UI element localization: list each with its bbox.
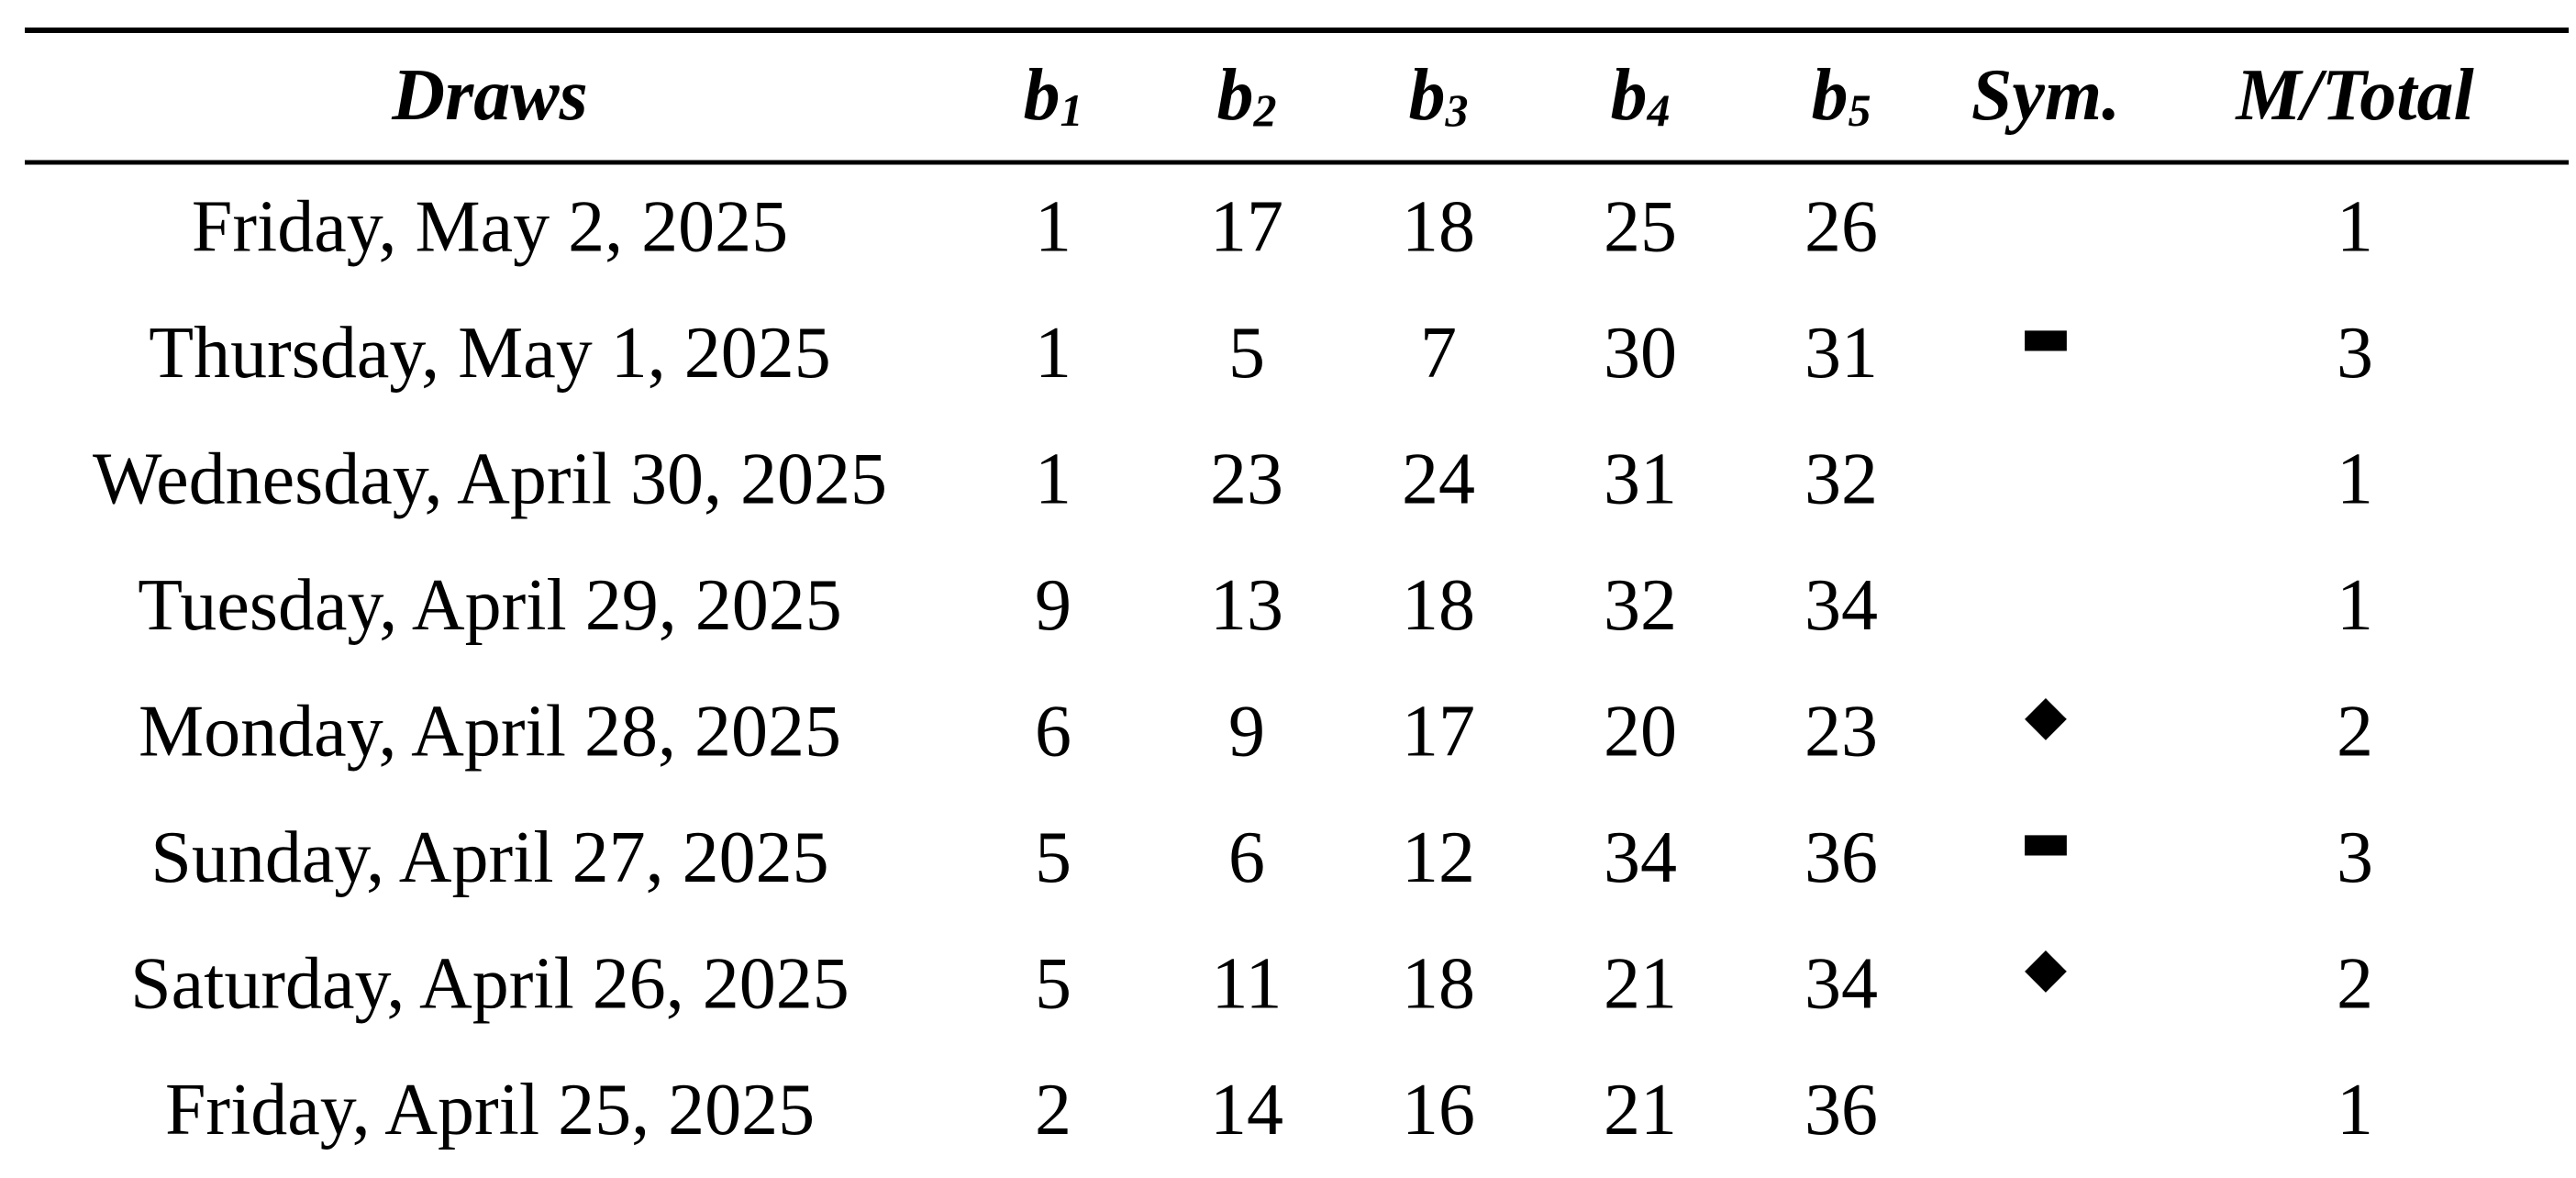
header-text: M/Total — [2234, 55, 2474, 136]
cell: 24 — [1402, 439, 1475, 519]
cell: 31 — [1804, 313, 1878, 394]
cell: 12 — [1402, 817, 1475, 898]
header-subscript: 4 — [1647, 84, 1671, 136]
cell: 36 — [1804, 817, 1878, 898]
header-subscript: 2 — [1253, 84, 1277, 136]
cell: 23 — [1210, 439, 1283, 519]
header-cell: M/Total — [2234, 55, 2474, 136]
cell: 30 — [1604, 313, 1677, 394]
symbol: ◆ — [2025, 683, 2067, 748]
header-text: Sym. — [1971, 55, 2120, 136]
symbol: ▬ — [2020, 809, 2072, 873]
cell: 26 — [1804, 186, 1878, 267]
cell: 2 — [1035, 1070, 1071, 1150]
cell: 36 — [1804, 1070, 1878, 1150]
cell: 13 — [1210, 565, 1283, 646]
cell: 23 — [1804, 691, 1878, 772]
draw-date: Tuesday, April 29, 2025 — [138, 565, 841, 646]
header-cell: b1 — [1024, 55, 1083, 136]
cell: 34 — [1804, 943, 1878, 1024]
cell: 32 — [1804, 439, 1878, 519]
cell: 3 — [2337, 313, 2373, 394]
cell: 20 — [1604, 691, 1677, 772]
cell: 1 — [2337, 1070, 2373, 1150]
cell: 16 — [1402, 1070, 1475, 1150]
cell: 1 — [1035, 313, 1071, 394]
header-text: Draws — [391, 55, 587, 136]
header-text: b — [1409, 55, 1446, 136]
cell: 2 — [2337, 943, 2373, 1024]
header-text: b — [1812, 55, 1849, 136]
draw-date: Friday, May 2, 2025 — [192, 186, 788, 267]
draw-date: Friday, April 25, 2025 — [165, 1070, 815, 1150]
header-text: b — [1611, 55, 1648, 136]
header-cell: Sym. — [1971, 55, 2120, 136]
header-cell: b3 — [1409, 55, 1469, 136]
cell: 1 — [2337, 439, 2373, 519]
cell: 1 — [1035, 439, 1071, 519]
cell: 31 — [1604, 439, 1677, 519]
cell: 17 — [1210, 186, 1283, 267]
header-subscript: 5 — [1849, 84, 1871, 136]
cell: 25 — [1604, 186, 1677, 267]
cell: 1 — [1035, 186, 1071, 267]
symbol: ◆ — [2025, 936, 2067, 1000]
cell: 5 — [1035, 817, 1071, 898]
cell: 32 — [1604, 565, 1677, 646]
draw-date: Thursday, May 1, 2025 — [149, 313, 831, 394]
cell: 18 — [1402, 186, 1475, 267]
cell: 17 — [1402, 691, 1475, 772]
draw-date: Sunday, April 27, 2025 — [150, 817, 828, 898]
header-cell: Draws — [391, 55, 587, 136]
cell: 11 — [1211, 943, 1282, 1024]
cell: 7 — [1420, 313, 1457, 394]
cell: 18 — [1402, 943, 1475, 1024]
header-text: b — [1024, 55, 1060, 136]
cell: 18 — [1402, 565, 1475, 646]
cell: 21 — [1604, 1070, 1677, 1150]
cell: 34 — [1604, 817, 1677, 898]
cell: 5 — [1035, 943, 1071, 1024]
symbol: ▬ — [2020, 305, 2072, 369]
header-cell: b4 — [1611, 55, 1671, 136]
header-cell: b2 — [1217, 55, 1277, 136]
header-subscript: 1 — [1060, 84, 1083, 136]
header-text: b — [1217, 55, 1254, 136]
cell: 14 — [1210, 1070, 1283, 1150]
cell: 6 — [1035, 691, 1071, 772]
cell: 1 — [2337, 565, 2373, 646]
draw-date: Monday, April 28, 2025 — [139, 691, 841, 772]
cell: 21 — [1604, 943, 1677, 1024]
cell: 3 — [2337, 817, 2373, 898]
cell: 9 — [1228, 691, 1265, 772]
cell: 9 — [1035, 565, 1071, 646]
cell: 6 — [1228, 817, 1265, 898]
header-cell: b5 — [1812, 55, 1871, 136]
draw-date: Saturday, April 26, 2025 — [130, 943, 849, 1024]
cell: 5 — [1228, 313, 1265, 394]
cell: 2 — [2337, 691, 2373, 772]
cell: 34 — [1804, 565, 1878, 646]
header-subscript: 3 — [1445, 84, 1469, 136]
draw-date: Wednesday, April 30, 2025 — [93, 439, 887, 519]
cell: 1 — [2337, 186, 2373, 267]
